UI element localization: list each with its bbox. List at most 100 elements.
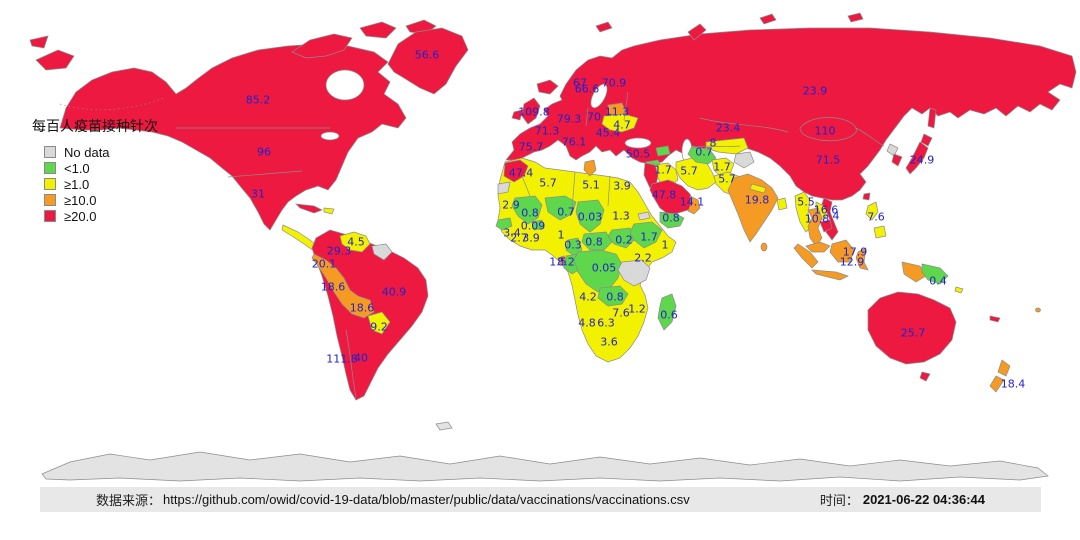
value-label-mauritania: 2.9 <box>502 198 520 212</box>
country-java <box>811 269 849 281</box>
value-label-greenland: 56.6 <box>414 48 440 62</box>
country-mali <box>511 195 543 225</box>
value-label-angola: 4.2 <box>579 290 597 304</box>
value-label-laos: 16.6 <box>813 203 839 217</box>
value-label-namibia: 4.8 <box>578 316 596 330</box>
country-niger <box>544 195 577 221</box>
country-sri-lanka <box>760 242 768 252</box>
country-japan <box>905 141 929 175</box>
country-eurasia <box>505 27 1077 201</box>
data-source-url: https://github.com/owid/covid-19-data/bl… <box>163 492 690 507</box>
chile-argentina-border <box>345 329 357 399</box>
country-iceland <box>536 79 559 95</box>
value-label-iran: 5.7 <box>680 164 698 178</box>
legend-item-label: ≥10.0 <box>64 192 97 208</box>
timestamp-value: 2021-06-22 04:36:44 <box>862 492 985 507</box>
country-solomon-islands <box>954 286 964 294</box>
value-label-egypt: 3.9 <box>613 179 631 193</box>
country-new-caledonia <box>989 315 1001 323</box>
antarctica-region <box>41 421 1049 482</box>
value-label-kenya: 2.2 <box>634 251 652 265</box>
value-label-morocco: 47.4 <box>508 166 534 180</box>
value-label-gabon: 1.5 <box>549 255 567 269</box>
legend-title: 每百人疫苗接种针次 <box>32 119 158 135</box>
country-caucasus <box>655 145 671 157</box>
value-label-spain: 75.7 <box>518 140 544 154</box>
value-label-botswana: 6.3 <box>597 316 615 330</box>
country-new-siberian-islands <box>847 12 864 23</box>
value-label-madagascar: 0.6 <box>660 308 678 322</box>
country-antarctica <box>41 451 1049 482</box>
algeria-libya-border <box>571 171 576 211</box>
value-label-senegal: 0.09 <box>520 219 546 233</box>
country-new-zealand-south <box>989 375 1005 393</box>
country-chukotka <box>35 49 75 71</box>
value-label-chile: 111.8 <box>326 352 358 366</box>
value-label-saudi-arabia: 47.8 <box>651 188 677 202</box>
value-label-indonesia: 12.9 <box>839 255 865 269</box>
value-label-niger: 0.7 <box>557 205 575 219</box>
country-philippines-mindanao <box>873 225 887 239</box>
country-equatorial-guinea <box>557 255 567 265</box>
country-chukotka <box>29 35 49 49</box>
north-america-region <box>29 19 469 231</box>
arabia-region <box>643 162 701 229</box>
legend-item-label: ≥1.0 <box>64 176 90 192</box>
country-novaya-zemlya <box>687 23 707 41</box>
south-georgia-island <box>435 421 453 431</box>
south-america-region <box>311 229 429 401</box>
value-label-guinea: 3.4 <box>503 226 521 240</box>
country-philippines-luzon <box>865 201 879 221</box>
country-ukraine <box>601 113 639 133</box>
value-label-somalia: 1 <box>661 238 669 252</box>
country-taiwan <box>862 192 871 201</box>
value-label-colombia: 29.3 <box>326 244 352 258</box>
country-india <box>727 173 779 243</box>
hudson-bay <box>325 69 365 101</box>
value-label-peru: 18.6 <box>320 280 346 294</box>
country-nepal <box>749 183 767 194</box>
country-peru-bolivia <box>311 253 375 319</box>
value-label-cameroon: 0.3 <box>564 238 582 252</box>
country-chad <box>575 199 605 233</box>
value-label-venezuela: 4.5 <box>347 235 365 249</box>
country-paraguay <box>367 311 391 335</box>
country-yemen <box>659 211 685 229</box>
value-label-japan: 24.9 <box>909 153 935 167</box>
value-label-south-sudan: 0.2 <box>615 233 633 247</box>
country-burkina-faso <box>531 219 545 231</box>
country-tajikistan <box>733 151 755 169</box>
time-label: 时间： <box>819 494 859 509</box>
mongolia-border <box>799 117 857 142</box>
country-united-kingdom <box>521 97 541 125</box>
country-tunisia <box>583 159 597 177</box>
legend-item-label: <1.0 <box>64 160 90 176</box>
aleutian-islands <box>59 96 167 111</box>
value-label-yemen: 0.8 <box>662 211 680 225</box>
value-label-ethiopia: 1.7 <box>640 230 658 244</box>
value-label-south-africa: 3.6 <box>600 335 618 349</box>
value-label-kyrgyzstan: 8 <box>709 136 717 150</box>
russia-kazakhstan-border <box>699 117 789 133</box>
country-greenland <box>387 27 469 95</box>
value-label-myanmar: 5.5 <box>797 195 815 209</box>
value-label-germany: 79.3 <box>556 112 582 126</box>
data-source-label: 数据来源： <box>96 494 162 509</box>
value-label-turkey: 50.5 <box>625 147 651 161</box>
value-label-united-kingdom: 109.8 <box>518 105 550 119</box>
value-label-dr-congo: 0.05 <box>591 261 617 275</box>
value-label-cote-d-ivoire: 3.9 <box>522 231 540 245</box>
country-sumatra <box>793 243 819 269</box>
value-label-zambia: 0.8 <box>606 290 624 304</box>
footer-bar: 数据来源： https://github.com/owid/covid-19-d… <box>40 487 1041 512</box>
country-borneo <box>829 239 855 263</box>
algeria-mauritania-border <box>521 175 531 197</box>
value-label-equatorial-guinea: 8.2 <box>557 255 575 269</box>
value-label-ukraine: 4.7 <box>613 118 631 132</box>
country-arctic-islands <box>291 33 353 59</box>
europe-russia-border <box>623 91 629 121</box>
value-label-libya: 5.1 <box>582 178 600 192</box>
value-label-oman: 14.1 <box>679 195 705 209</box>
country-arctic-islands <box>359 21 397 39</box>
